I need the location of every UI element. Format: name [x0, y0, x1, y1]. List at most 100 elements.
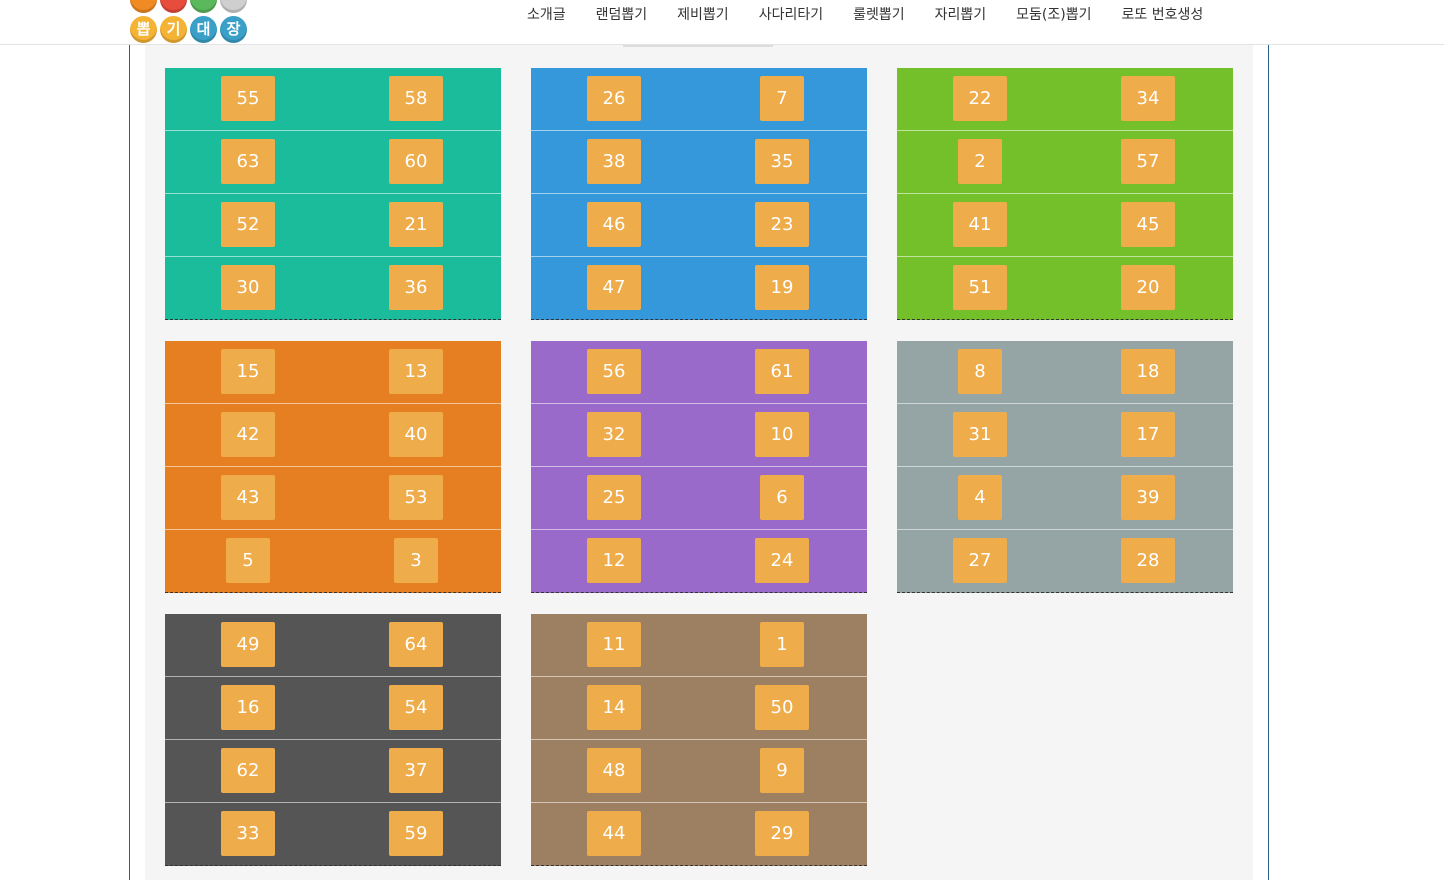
nav: 소개글 랜덤뽑기 제비뽑기 사다리타기 룰렛뽑기 자리뽑기 모둠(조)뽑기 로또 번호생성 — [512, 0, 1218, 30]
number-tile: 25 — [587, 475, 641, 520]
number-tile: 8 — [958, 349, 1002, 394]
team-row: 52 21 — [165, 194, 501, 257]
nav-link[interactable]: 사다리타기 — [758, 7, 824, 23]
number-tile: 21 — [389, 202, 443, 247]
logo-dot — [160, 0, 187, 13]
nav-link[interactable]: 제비뽑기 — [677, 7, 729, 23]
number-tile: 32 — [587, 412, 641, 457]
number-tile: 52 — [221, 202, 275, 247]
team-row: 43 53 — [165, 467, 501, 530]
team-row: 8 18 — [897, 341, 1233, 404]
nav-link[interactable]: 룰렛뽑기 — [853, 7, 905, 23]
team-group: 11 1 14 50 48 9 44 29 — [531, 614, 867, 866]
number-tile: 47 — [587, 265, 641, 310]
number-tile: 29 — [755, 811, 809, 856]
number-tile: 55 — [221, 76, 275, 121]
number-tile: 58 — [389, 76, 443, 121]
nav-link[interactable]: 자리뽑기 — [934, 7, 987, 23]
content-frame — [129, 45, 1269, 880]
number-tile: 36 — [389, 265, 443, 310]
number-tile: 4 — [958, 475, 1002, 520]
number-tile: 6 — [760, 475, 804, 520]
number-tile: 38 — [587, 139, 641, 184]
number-tile: 53 — [389, 475, 443, 520]
team-row: 41 45 — [897, 194, 1233, 257]
number-tile: 48 — [587, 748, 641, 793]
team-row: 25 6 — [531, 467, 867, 530]
team-row: 33 59 — [165, 803, 501, 865]
number-tile: 30 — [221, 265, 275, 310]
team-group: 8 18 31 17 4 39 27 28 — [897, 341, 1233, 593]
logo-letter: 장 — [220, 16, 247, 43]
number-tile: 18 — [1121, 349, 1175, 394]
number-tile: 10 — [755, 412, 809, 457]
number-tile: 17 — [1121, 412, 1175, 457]
number-tile: 9 — [760, 748, 804, 793]
team-row: 55 58 — [165, 68, 501, 131]
number-tile: 46 — [587, 202, 641, 247]
team-row: 22 34 — [897, 68, 1233, 131]
nav-link[interactable]: 모둠(조)뽑기 — [1016, 7, 1092, 23]
number-tile: 14 — [587, 685, 641, 730]
nav-link[interactable]: 랜덤뽑기 — [595, 7, 648, 23]
team-row: 14 50 — [531, 677, 867, 740]
team-row: 27 28 — [897, 530, 1233, 592]
team-row: 12 24 — [531, 530, 867, 592]
number-tile: 1 — [760, 622, 804, 667]
number-tile: 20 — [1121, 265, 1175, 310]
team-row: 30 36 — [165, 257, 501, 319]
number-tile: 49 — [221, 622, 275, 667]
team-row: 42 40 — [165, 404, 501, 467]
number-tile: 34 — [1121, 76, 1175, 121]
number-tile: 63 — [221, 139, 275, 184]
number-tile: 35 — [755, 139, 809, 184]
number-tile: 24 — [755, 538, 809, 583]
nav-link[interactable]: 소개글 — [527, 7, 566, 23]
number-tile: 31 — [953, 412, 1007, 457]
number-tile: 61 — [755, 349, 809, 394]
number-tile: 2 — [958, 139, 1002, 184]
number-tile: 42 — [221, 412, 275, 457]
team-row: 11 1 — [531, 614, 867, 677]
number-tile: 44 — [587, 811, 641, 856]
number-tile: 54 — [389, 685, 443, 730]
team-row: 4 39 — [897, 467, 1233, 530]
number-tile: 5 — [226, 538, 270, 583]
team-row: 16 54 — [165, 677, 501, 740]
team-row: 48 9 — [531, 740, 867, 803]
logo-letter: 뽑 — [130, 16, 157, 43]
number-tile: 50 — [755, 685, 809, 730]
logo-dot — [220, 0, 247, 13]
number-tile: 28 — [1121, 538, 1175, 583]
team-row: 26 7 — [531, 68, 867, 131]
nav-link[interactable]: 로또 번호생성 — [1121, 7, 1204, 23]
number-tile: 7 — [760, 76, 804, 121]
number-tile: 62 — [221, 748, 275, 793]
team-row: 15 13 — [165, 341, 501, 404]
team-row: 62 37 — [165, 740, 501, 803]
number-tile: 59 — [389, 811, 443, 856]
team-row: 51 20 — [897, 257, 1233, 319]
tab-indicator — [623, 45, 773, 47]
number-tile: 57 — [1121, 139, 1175, 184]
logo-letter: 기 — [160, 16, 187, 43]
number-tile: 37 — [389, 748, 443, 793]
team-row: 46 23 — [531, 194, 867, 257]
logo-dot — [190, 0, 217, 13]
number-tile: 13 — [389, 349, 443, 394]
team-row: 63 60 — [165, 131, 501, 194]
team-group: 56 61 32 10 25 6 12 24 — [531, 341, 867, 593]
number-tile: 33 — [221, 811, 275, 856]
team-group: 55 58 63 60 52 21 30 36 — [165, 68, 501, 320]
team-row: 49 64 — [165, 614, 501, 677]
number-tile: 22 — [953, 76, 1007, 121]
number-tile: 64 — [389, 622, 443, 667]
number-tile: 15 — [221, 349, 275, 394]
number-tile: 26 — [587, 76, 641, 121]
number-tile: 27 — [953, 538, 1007, 583]
team-row: 56 61 — [531, 341, 867, 404]
team-group: 22 34 2 57 41 45 51 20 — [897, 68, 1233, 320]
